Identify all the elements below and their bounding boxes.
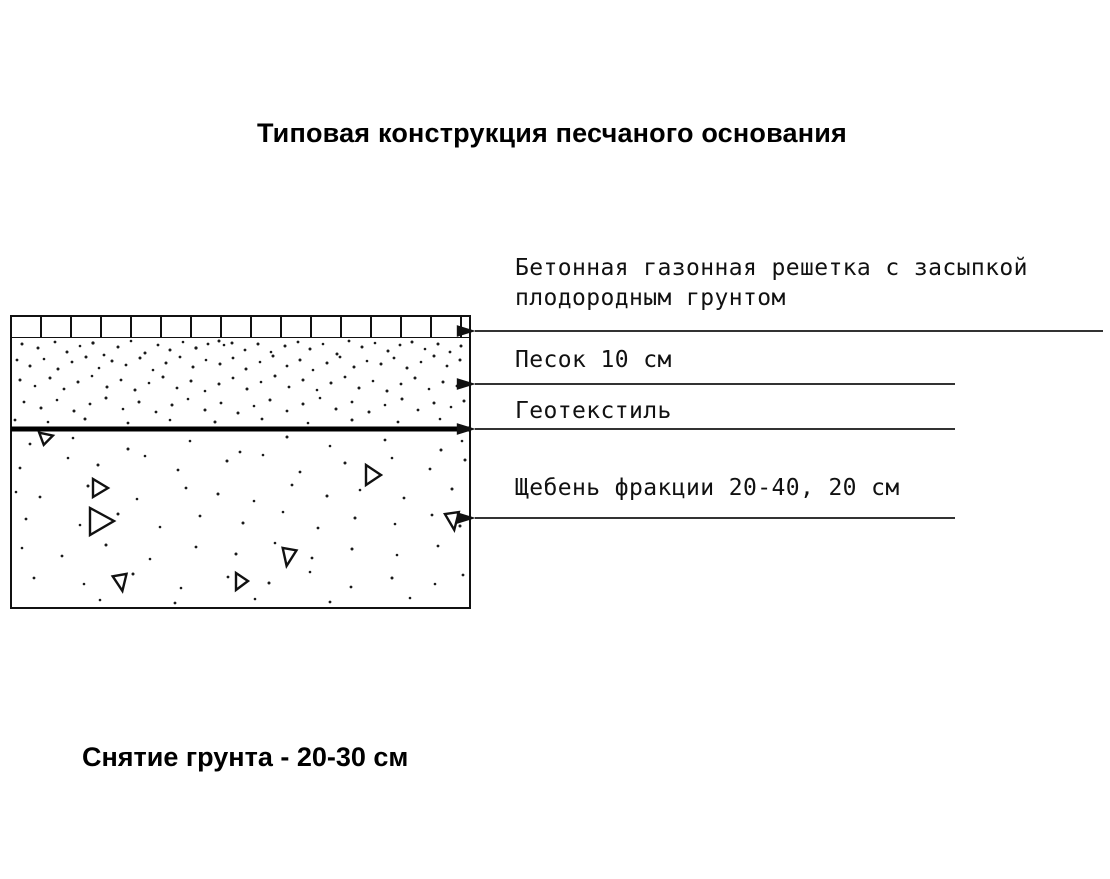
- gravel-triangle: [234, 570, 251, 593]
- layer-label-concrete-grid: Бетонная газонная решетка с засыпкой пло…: [515, 253, 1028, 313]
- sand-layer-band: [12, 338, 469, 429]
- gravel-triangle: [281, 546, 299, 569]
- gravel-triangle: [364, 462, 384, 488]
- layer-concrete-grid: [10, 315, 471, 339]
- gravel-triangle: [37, 431, 56, 448]
- gravel-layer-band: [12, 432, 469, 607]
- layer-label-concrete-grid-line1: Бетонная газонная решетка с засыпкой: [515, 255, 1028, 281]
- page-title-text: Типовая конструкция песчаного основания: [256, 118, 848, 148]
- layer-label-sand: Песок 10 см: [515, 347, 672, 373]
- gravel-triangle: [443, 510, 461, 534]
- gravel-triangle: [91, 476, 111, 500]
- gravel-triangle: [110, 572, 129, 594]
- excavation-caption: Снятие грунта - 20-30 см: [82, 742, 409, 772]
- gravel-triangle: [88, 505, 117, 538]
- layer-label-concrete-grid-line2: плодородным грунтом: [515, 285, 786, 311]
- leader-lines: [456, 325, 1103, 524]
- layer-gravel: [12, 431, 469, 607]
- grid-layer-cells: [40, 316, 462, 338]
- layer-sand: [12, 338, 469, 429]
- gravel-aggregate-triangles: [37, 431, 461, 594]
- layer-label-geotextile: Геотекстиль: [515, 398, 672, 424]
- layer-label-gravel: Щебень фракции 20-40, 20 см: [515, 475, 900, 501]
- gravel-stipple: [14, 435, 467, 605]
- page-title: Типовая конструкция песчаного основания: [0, 118, 1110, 149]
